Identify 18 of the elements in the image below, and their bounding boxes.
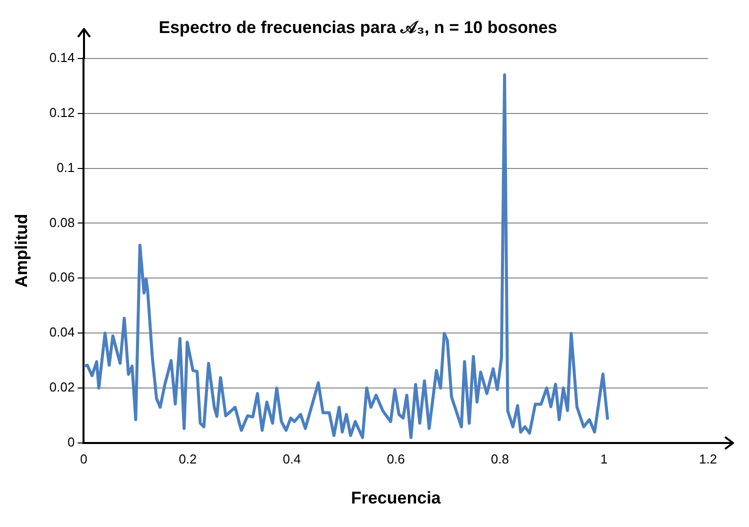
x-axis-title: Frecuencia [350,488,442,508]
y-tick-label: 0.04 [49,324,75,340]
y-tick-label: 0.14 [49,50,75,65]
x-tick-label: 0.4 [282,451,301,466]
y-tick-label: 0.1 [56,160,75,175]
y-tick-label: 0.08 [49,214,75,230]
x-tick-label: 0.6 [386,451,405,466]
y-tick-label: 0.02 [49,380,75,395]
y-axis-title: Amplitud [12,214,31,288]
x-tick-label: 0.8 [490,451,509,466]
y-tick-label: 0 [67,434,75,450]
x-tick-label: 0 [80,451,88,466]
y-tick-label: 0.12 [49,104,75,120]
x-tick-label: 1 [600,451,608,466]
x-tick-label: 1.2 [698,451,718,466]
chart-title: Espectro de frecuencias para 𝒜₃, n = 10 bosones [158,18,558,37]
x-tick-label: 0.2 [178,451,197,466]
y-tick-label: 0.06 [49,270,75,285]
